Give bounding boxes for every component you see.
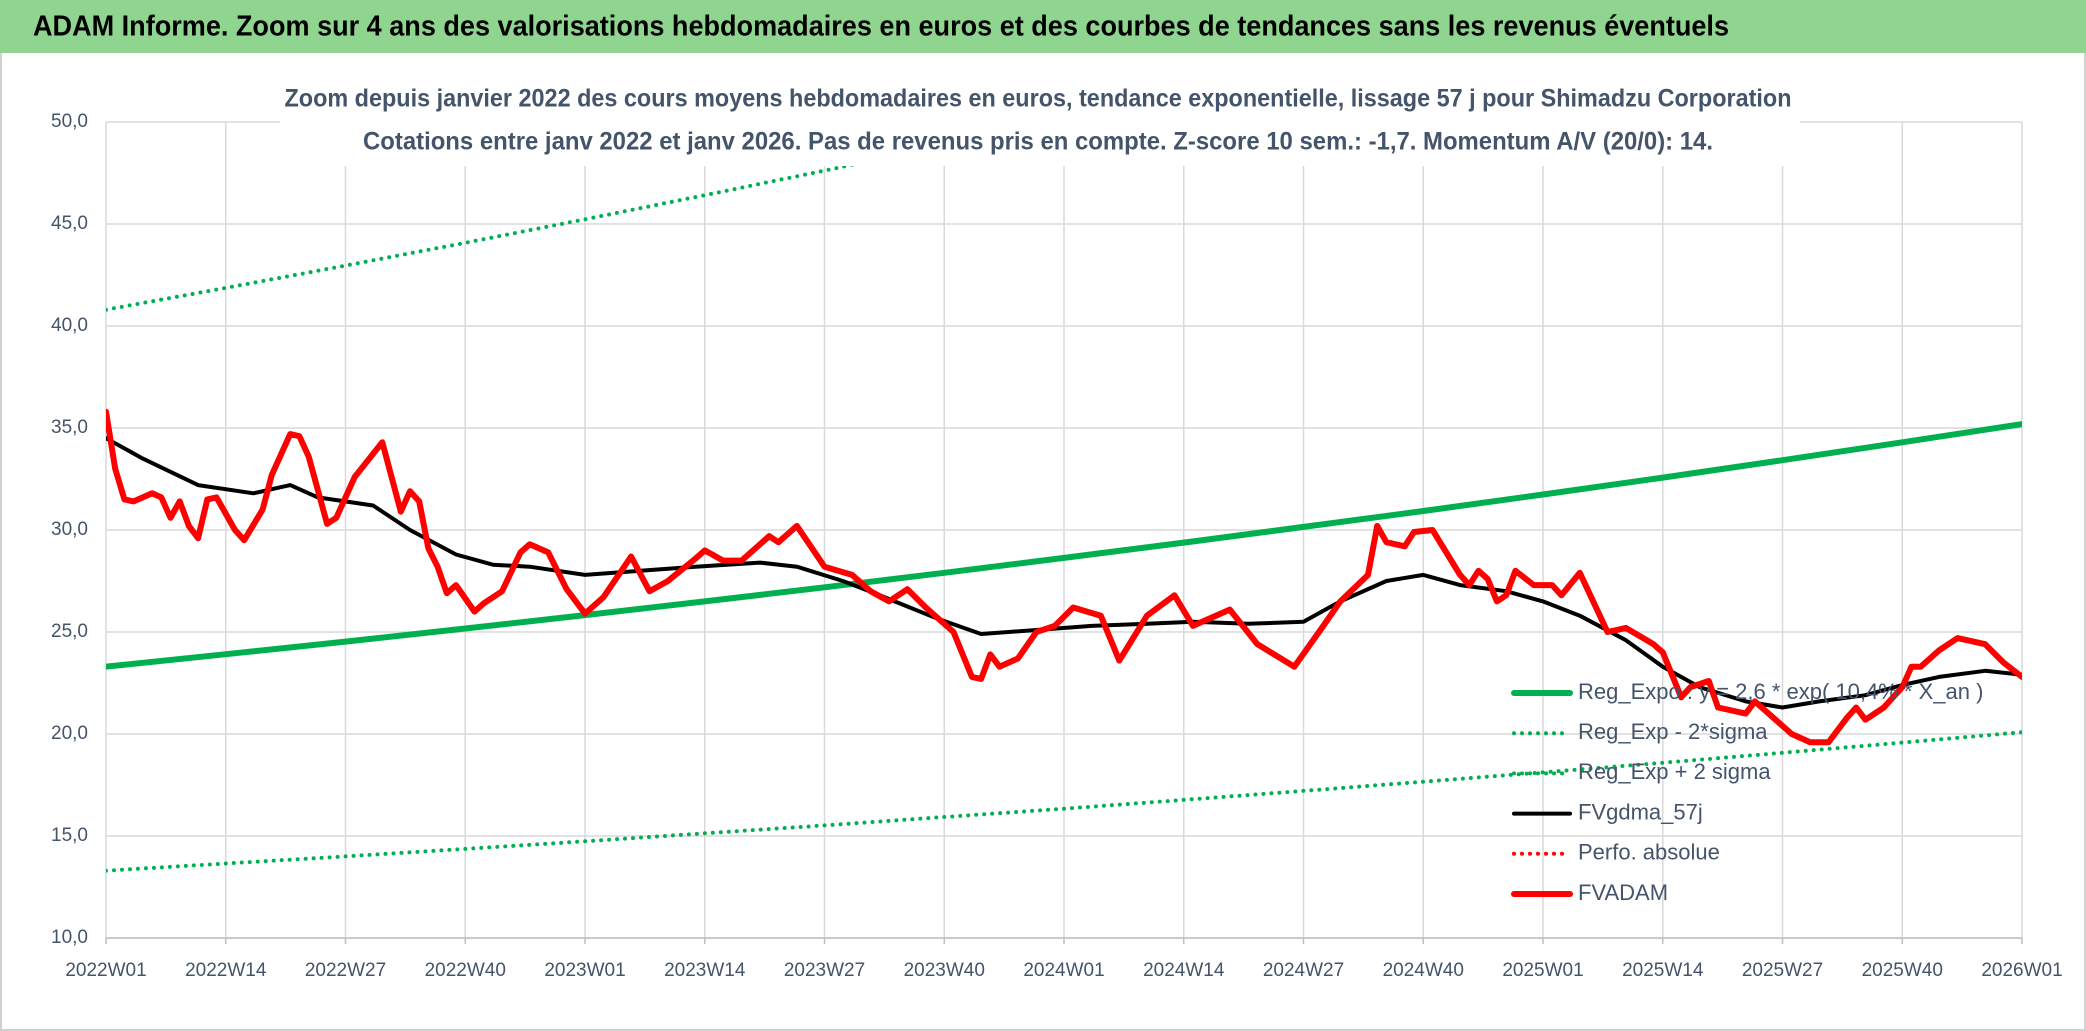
header-title: ADAM Informe. Zoom sur 4 ans des valoris…: [33, 11, 1729, 43]
y-tick-label: 50,0: [51, 111, 88, 132]
series-line: [106, 730, 2022, 873]
x-tick-label: 2024W01: [1023, 960, 1104, 981]
x-tick-label: 2023W40: [904, 960, 985, 981]
header-bar: [0, 0, 2086, 53]
legend-label: Reg_Exp + 2 sigma: [1578, 759, 1771, 784]
x-tick-label: 2023W01: [544, 960, 625, 981]
x-tick-label: 2024W14: [1143, 960, 1225, 981]
series-line: [106, 436, 2022, 710]
x-tick-label: 2025W14: [1622, 960, 1704, 981]
series-line: [106, 421, 2022, 670]
legend-label: FVgdma_57j: [1578, 799, 1703, 824]
x-tick-label: 2024W40: [1383, 960, 1464, 981]
title-background: [280, 78, 1800, 166]
legend: Reg_Expo : y = 2,6 * exp( 10,4% * X_an )…: [1511, 679, 1983, 905]
x-tick-label: 2025W40: [1862, 960, 1943, 981]
x-tick-label: 2025W01: [1502, 960, 1583, 981]
chart-title: Zoom depuis janvier 2022 des cours moyen…: [285, 85, 1792, 113]
y-tick-label: 20,0: [51, 723, 88, 744]
y-tick-label: 10,0: [51, 927, 88, 948]
x-tick-label: 2022W14: [185, 960, 267, 981]
y-tick-label: 15,0: [51, 825, 88, 846]
y-tick-label: 40,0: [51, 315, 88, 336]
y-tick-label: 30,0: [51, 519, 88, 540]
x-tick-label: 2024W27: [1263, 960, 1344, 981]
x-tick-label: 2022W01: [65, 960, 146, 981]
x-tick-label: 2022W40: [425, 960, 506, 981]
x-tick-label: 2026W01: [1981, 960, 2062, 981]
x-tick-label: 2022W27: [305, 960, 386, 981]
x-tick-label: 2025W27: [1742, 960, 1823, 981]
legend-label: Reg_Expo : y = 2,6 * exp( 10,4% * X_an ): [1578, 679, 1983, 704]
x-tick-label: 2023W27: [784, 960, 865, 981]
chart-subtitle: Cotations entre janv 2022 et janv 2026. …: [363, 128, 1713, 156]
y-tick-label: 25,0: [51, 621, 88, 642]
legend-label: Perfo. absolue: [1578, 840, 1720, 865]
y-tick-label: 45,0: [51, 213, 88, 234]
plot-area: [106, 122, 2022, 873]
y-tick-label: 35,0: [51, 417, 88, 438]
x-tick-label: 2023W14: [664, 960, 746, 981]
legend-label: Reg_Exp - 2*sigma: [1578, 719, 1768, 744]
legend-label: FVADAM: [1578, 880, 1668, 905]
series-line: [106, 408, 2022, 746]
